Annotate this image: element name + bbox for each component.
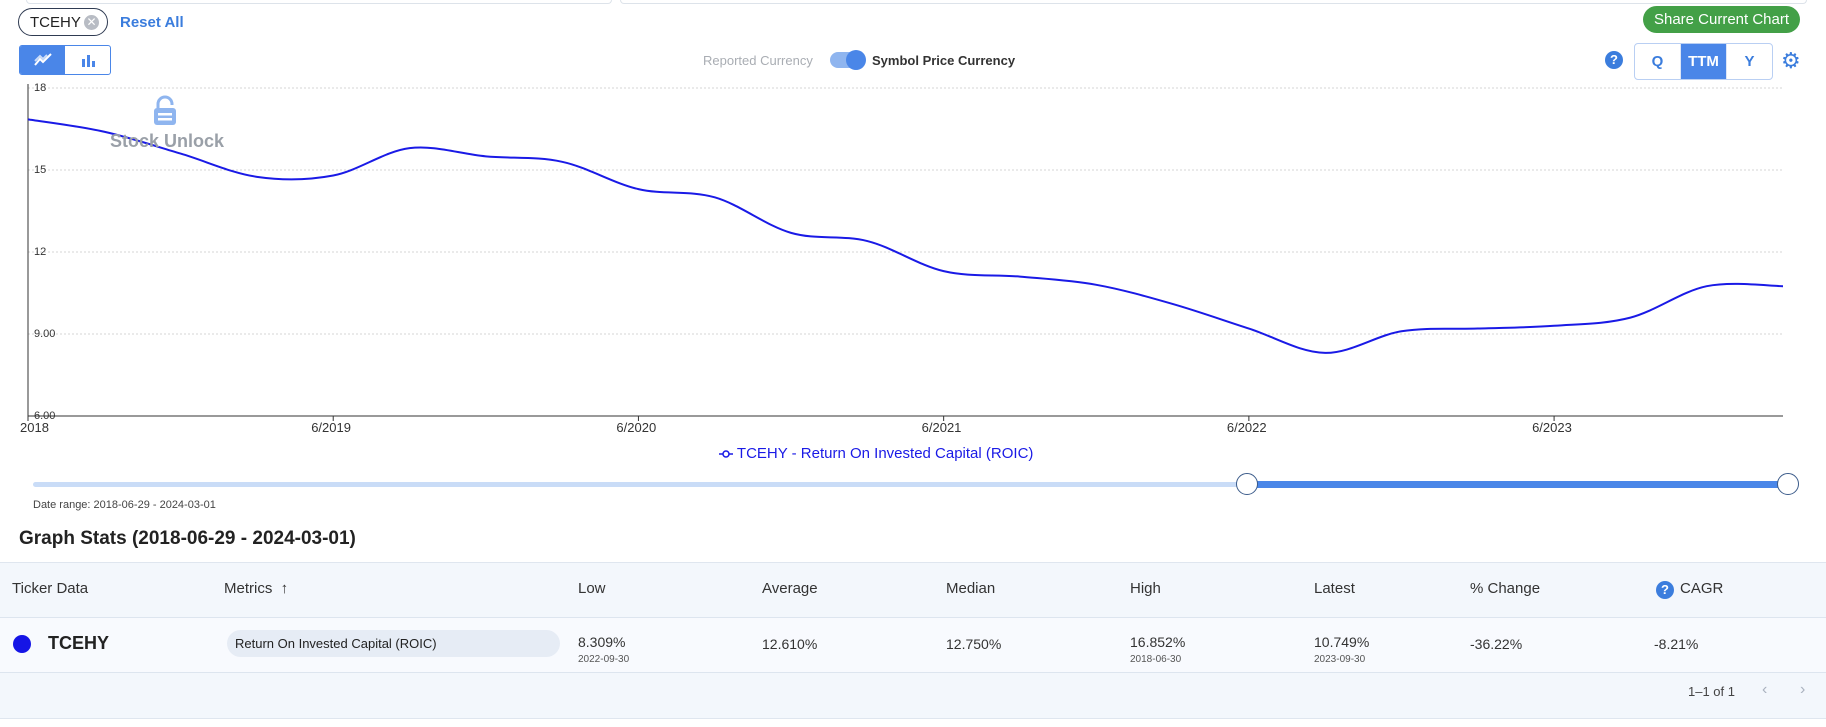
range-start-handle[interactable]: [1236, 473, 1258, 495]
lock-logo-icon: [154, 95, 176, 125]
y-tick-label: 18: [34, 82, 46, 94]
header-latest[interactable]: Latest: [1314, 580, 1355, 597]
header-metrics-label: Metrics: [224, 580, 273, 597]
header-ticker-data[interactable]: Ticker Data: [12, 580, 89, 597]
legend-line-marker-icon: [719, 450, 733, 458]
next-page-icon[interactable]: ›: [1800, 681, 1806, 698]
y-tick-label: 12: [34, 246, 46, 258]
header-low[interactable]: Low: [578, 580, 606, 597]
x-axis-ticks: 2018 6/2019 6/2020 6/2021 6/2022 6/2023: [20, 416, 1572, 435]
ticker-filter-chip[interactable]: TCEHY ✕: [18, 8, 108, 36]
chart-legend[interactable]: TCEHY - Return On Invested Capital (ROIC…: [719, 445, 1033, 462]
roic-series-line: [27, 118, 1784, 354]
date-range-selected: [1247, 481, 1788, 488]
graph-stats-title: Graph Stats (2018-06-29 - 2024-03-01): [19, 528, 356, 549]
row-latest-date: 2023-09-30: [1314, 654, 1366, 665]
row-average: 12.610%: [762, 636, 818, 652]
period-y-button[interactable]: Y: [1744, 53, 1755, 70]
header-high[interactable]: High: [1130, 580, 1161, 597]
x-tick-label: 2018: [20, 420, 49, 435]
row-low-date: 2022-09-30: [578, 654, 630, 665]
chart-type-toggle: [19, 45, 111, 75]
header-cagr[interactable]: CAGR: [1680, 580, 1724, 597]
line-chart-icon: [33, 53, 52, 66]
period-selector: Q TTM Y: [1634, 43, 1773, 80]
reported-currency-label: Reported Currency: [703, 53, 813, 68]
chart-gridlines: [28, 87, 1783, 335]
x-tick-label: 6/2023: [1532, 420, 1572, 435]
x-tick-label: 6/2019: [311, 420, 351, 435]
roic-line-chart: 6.00 9.00 12 15 18 2018 6/2019 6/2020 6/2021 6/2…: [20, 82, 1784, 435]
row-latest: 10.749%: [1314, 634, 1370, 650]
y-tick-label: 15: [34, 164, 46, 176]
row-median: 12.750%: [946, 636, 1002, 652]
reset-all-link[interactable]: Reset All: [120, 14, 184, 31]
settings-gear-icon[interactable]: ⚙: [1781, 48, 1801, 73]
currency-toggle[interactable]: [830, 50, 866, 70]
pagination-label: 1–1 of 1: [1688, 684, 1735, 699]
line-chart-button[interactable]: [20, 46, 65, 74]
help-icon[interactable]: ?: [1605, 51, 1623, 69]
range-end-handle[interactable]: [1777, 473, 1799, 495]
remove-ticker-icon[interactable]: ✕: [84, 15, 99, 30]
bar-chart-button[interactable]: [65, 46, 110, 74]
currency-toggle-knob: [846, 50, 866, 70]
symbol-currency-label: Symbol Price Currency: [872, 53, 1016, 68]
legend-label: TCEHY - Return On Invested Capital (ROIC…: [736, 445, 1034, 462]
date-range-label: Date range: 2018-06-29 - 2024-03-01: [33, 499, 216, 511]
watermark-text: Stock Unlock: [110, 131, 225, 151]
bar-chart-icon: [81, 55, 95, 67]
y-tick-label: 9.00: [34, 328, 55, 340]
header-metrics[interactable]: Metrics ↑: [224, 580, 288, 597]
header-median[interactable]: Median: [946, 580, 996, 597]
y-axis-ticks: 6.00 9.00 12 15 18: [34, 82, 55, 422]
row-pct-change: -36.22%: [1470, 636, 1523, 652]
share-chart-button[interactable]: Share Current Chart: [1643, 6, 1800, 33]
ticker-chip-label: TCEHY: [30, 13, 81, 31]
header-pct-change[interactable]: % Change: [1470, 580, 1541, 597]
prev-page-icon[interactable]: ‹: [1762, 681, 1768, 698]
row-cagr: -8.21%: [1654, 636, 1699, 652]
chart-axes: [27, 84, 1783, 417]
x-tick-label: 6/2020: [616, 420, 656, 435]
series-color-dot: [13, 635, 31, 653]
row-ticker[interactable]: TCEHY: [48, 633, 110, 653]
row-metric-pill[interactable]: Return On Invested Capital (ROIC): [227, 630, 560, 657]
period-ttm-button[interactable]: TTM: [1681, 44, 1727, 79]
period-q-button[interactable]: Q: [1635, 44, 1681, 79]
cagr-help-icon[interactable]: ?: [1656, 581, 1674, 599]
date-range-track[interactable]: [33, 482, 1788, 487]
x-tick-label: 6/2021: [922, 420, 962, 435]
row-high-date: 2018-06-30: [1130, 654, 1182, 665]
sort-ascending-icon: ↑: [276, 580, 289, 597]
row-low: 8.309%: [578, 634, 626, 650]
x-tick-label: 6/2022: [1227, 420, 1267, 435]
y-tick-label: 6.00: [34, 410, 55, 422]
row-high: 16.852%: [1130, 634, 1186, 650]
header-average[interactable]: Average: [762, 580, 818, 597]
